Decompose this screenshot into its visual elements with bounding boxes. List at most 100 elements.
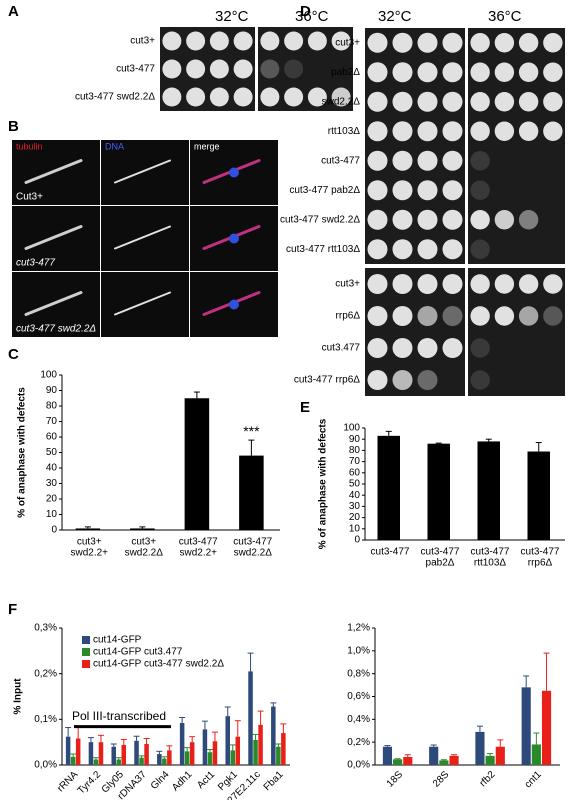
colony-spot	[260, 59, 280, 79]
x-tick-label: pab2Δ	[426, 558, 455, 569]
y-tick-label: 0	[354, 535, 360, 546]
x-tick-label: cut3+	[77, 537, 102, 548]
cell-signal	[114, 291, 171, 316]
colony-spot	[470, 121, 490, 141]
y-tick-label: 0,3%	[34, 623, 57, 634]
y-tick-label: 10	[349, 523, 361, 534]
colony-spot	[417, 274, 438, 294]
y-tick-label: 0,6%	[347, 691, 370, 702]
dna-signal	[229, 299, 239, 310]
y-axis-label: % of anaphase with defects	[17, 387, 28, 518]
colony-spot	[518, 62, 539, 82]
colony-spot	[442, 32, 463, 53]
colony-spot	[392, 32, 413, 53]
bar	[393, 759, 403, 765]
x-tick-label: cut3-477	[471, 547, 510, 558]
y-tick-label: 80	[349, 445, 361, 456]
colony-spot	[442, 150, 463, 171]
y-tick-label: 90	[349, 434, 361, 445]
colony-spot	[470, 62, 490, 82]
colony-spot	[367, 121, 388, 142]
panel-letter: A	[8, 3, 19, 20]
colony-spot	[470, 151, 490, 171]
colony-spot	[543, 62, 563, 82]
colony-spot	[494, 62, 515, 82]
panel-letter: F	[8, 601, 17, 618]
bar	[439, 760, 449, 765]
bar	[162, 758, 167, 765]
colony-spot	[518, 92, 539, 112]
y-tick-label: 40	[46, 463, 58, 474]
y-axis-label: % Input	[13, 678, 24, 715]
bar	[207, 752, 213, 765]
legend-swatch	[82, 660, 90, 668]
colony-spot	[442, 121, 463, 142]
cell-signal	[24, 291, 83, 316]
colony-spot	[367, 338, 388, 358]
colony-spot	[307, 87, 327, 107]
bar	[485, 755, 495, 765]
colony-spot	[417, 32, 438, 53]
colony-spot	[162, 87, 182, 107]
y-tick-label: 50	[349, 479, 361, 490]
significance: ***	[243, 423, 260, 439]
y-tick-label: 40	[349, 490, 361, 501]
colony-spot	[442, 209, 463, 230]
colony-spot	[442, 306, 463, 326]
colony-spot	[367, 306, 388, 326]
x-tick-label: 18S	[385, 769, 406, 790]
colony-spot	[494, 33, 515, 53]
y-tick-label: 70	[46, 416, 58, 427]
colony-spot	[392, 274, 413, 294]
bar	[184, 751, 190, 765]
y-tick-label: 30	[349, 501, 361, 512]
colony-spot	[392, 150, 413, 171]
bar	[248, 671, 253, 765]
x-tick-label: cut3-477	[521, 547, 560, 558]
colony-spot	[518, 33, 539, 53]
x-tick-label: swd2.2Δ	[125, 548, 164, 559]
bar	[116, 759, 122, 765]
x-tick-label: swd2.2+	[70, 548, 108, 559]
colony-spot	[470, 306, 490, 326]
colony-spot	[543, 274, 563, 294]
colony-spot	[284, 31, 304, 51]
bar	[541, 690, 552, 765]
bar	[75, 738, 81, 765]
colony-spot	[331, 87, 351, 107]
bar	[449, 755, 459, 765]
dna-signal	[229, 167, 239, 178]
colony-spot	[392, 306, 413, 326]
y-tick-label: 0,4%	[347, 714, 370, 725]
colony-spot	[470, 338, 490, 358]
x-tick-label: rtt103Δ	[474, 558, 507, 569]
legend-label: cut14-GFP	[93, 635, 142, 646]
colony-spot	[442, 62, 463, 83]
colony-spot	[367, 239, 388, 260]
micrograph	[101, 140, 189, 205]
y-tick-label: 70	[349, 456, 361, 467]
colony-spot	[209, 31, 229, 51]
colony-spot	[186, 87, 206, 107]
bar	[75, 528, 101, 530]
bar	[65, 736, 71, 765]
bar	[157, 754, 162, 765]
x-tick-label: Gln4	[149, 769, 172, 792]
colony-spot	[543, 33, 563, 53]
strain-label: cut3-477 pab2Δ	[289, 185, 360, 196]
colony-spot	[442, 274, 463, 294]
bar	[179, 722, 185, 765]
panel-letter: B	[8, 118, 19, 135]
x-tick-label: rfb2	[478, 769, 498, 789]
colony-spot	[367, 180, 388, 201]
y-tick-label: 1,0%	[347, 645, 370, 656]
colony-spot	[367, 62, 388, 83]
x-tick-label: cut3+	[131, 537, 156, 548]
colony-spot	[543, 306, 563, 326]
strain-label: cut3+	[335, 279, 360, 290]
colony-spot	[233, 59, 253, 79]
colony-spot	[392, 180, 413, 201]
colony-spot	[442, 239, 463, 260]
colony-spot	[186, 59, 206, 79]
bar	[271, 706, 276, 765]
